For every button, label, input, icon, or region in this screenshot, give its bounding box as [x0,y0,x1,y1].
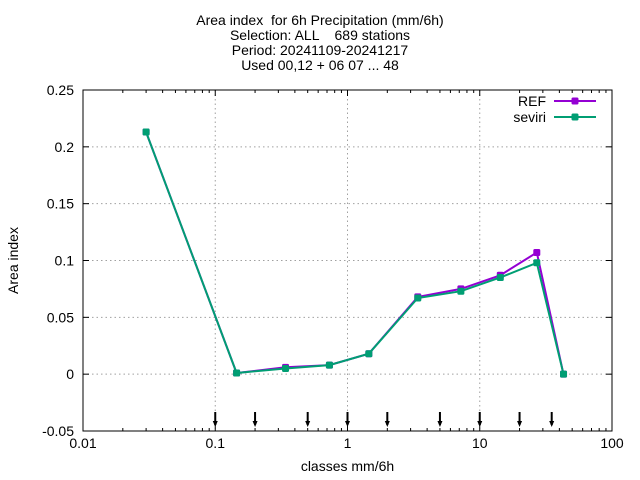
series-line-seviri [145,131,565,375]
data-point-seviri [533,259,541,267]
chart-title-line: Area index for 6h Precipitation (mm/6h) [196,12,444,28]
threshold-marker-head [517,421,523,427]
data-point-seviri [142,128,150,136]
series-line-REF [145,131,565,375]
data-point-seviri [560,370,568,378]
y-tick-label: 0.2 [55,139,75,155]
data-point-seviri [365,350,373,358]
x-tick-label: 10 [472,435,488,451]
data-point-seviri [233,369,241,377]
data-point-REF [533,249,541,257]
y-tick-label: 0.1 [55,253,75,269]
threshold-marker-head [477,421,483,427]
threshold-marker-head [212,421,218,427]
data-point-seviri [457,287,465,295]
threshold-marker-head [437,421,443,427]
y-tick-label: -0.05 [42,423,74,439]
data-point-seviri [496,274,504,282]
x-tick-label: 0.01 [69,435,96,451]
x-tick-label: 0.1 [206,435,226,451]
data-point-seviri [325,361,333,369]
y-tick-label: 0.25 [47,82,74,98]
data-point-seviri [414,294,422,302]
y-tick-label: 0 [66,366,74,382]
threshold-marker-head [345,421,350,427]
legend-marker-seviri [571,113,579,121]
x-axis-label: classes mm/6h [301,458,394,474]
chart-title-line: Used 00,12 + 06 07 ... 48 [241,57,399,73]
threshold-marker-head [252,421,258,427]
y-tick-label: 0.15 [47,196,74,212]
chart-title-line: Selection: ALL 689 stations [229,27,411,43]
legend-marker-REF [571,97,579,105]
threshold-marker-head [305,421,311,427]
data-point-seviri [282,364,290,372]
chart-title-line: Period: 20241109-20241217 [231,42,409,58]
x-tick-label: 1 [344,435,352,451]
legend-label-seviri: seviri [513,109,546,125]
x-tick-label: 100 [600,435,624,451]
y-tick-label: 0.05 [47,309,74,325]
plot-frame [82,89,613,432]
y-axis-label: Area index [5,227,21,294]
threshold-marker-head [384,421,390,427]
legend-label-REF: REF [518,93,546,109]
threshold-marker-head [549,421,555,427]
